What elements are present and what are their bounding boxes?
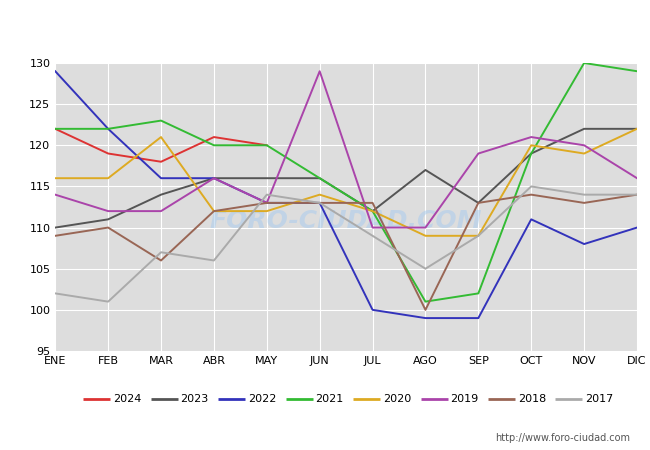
Text: 2023: 2023	[181, 394, 209, 405]
Text: Afiliados en Benicull de Xúquer a 31/5/2024: Afiliados en Benicull de Xúquer a 31/5/2…	[104, 12, 546, 31]
Text: 2021: 2021	[315, 394, 344, 405]
Text: 2024: 2024	[113, 394, 142, 405]
Text: 2020: 2020	[383, 394, 411, 405]
Text: http://www.foro-ciudad.com: http://www.foro-ciudad.com	[495, 432, 630, 443]
Text: 2022: 2022	[248, 394, 276, 405]
Text: 2018: 2018	[517, 394, 546, 405]
Text: FORO-CIUDAD.COM: FORO-CIUDAD.COM	[210, 209, 482, 234]
Text: 2019: 2019	[450, 394, 478, 405]
Text: 2017: 2017	[585, 394, 614, 405]
